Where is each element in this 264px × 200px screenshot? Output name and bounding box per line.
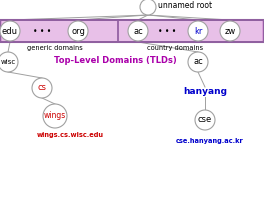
Text: kr: kr xyxy=(194,26,202,36)
Text: • • •: • • • xyxy=(158,26,176,36)
Circle shape xyxy=(220,21,240,41)
Circle shape xyxy=(0,21,20,41)
Text: ac: ac xyxy=(133,26,143,36)
Text: unnamed root: unnamed root xyxy=(158,1,212,10)
Text: cs: cs xyxy=(37,84,46,92)
Text: hanyang: hanyang xyxy=(183,88,227,97)
Circle shape xyxy=(128,21,148,41)
FancyBboxPatch shape xyxy=(0,20,264,42)
FancyBboxPatch shape xyxy=(119,21,262,41)
Text: wings: wings xyxy=(44,112,66,120)
Circle shape xyxy=(0,52,18,72)
Circle shape xyxy=(188,52,208,72)
Text: wisc: wisc xyxy=(0,59,16,65)
FancyBboxPatch shape xyxy=(2,21,117,41)
Text: edu: edu xyxy=(2,26,18,36)
Text: ac: ac xyxy=(193,58,203,66)
Circle shape xyxy=(68,21,88,41)
Text: zw: zw xyxy=(224,26,236,36)
Text: country domains: country domains xyxy=(147,45,203,51)
Text: generic domains: generic domains xyxy=(27,45,83,51)
Circle shape xyxy=(43,104,67,128)
Circle shape xyxy=(140,0,156,15)
Circle shape xyxy=(195,110,215,130)
Text: org: org xyxy=(71,26,85,36)
Circle shape xyxy=(32,78,52,98)
Text: Top-Level Domains (TLDs): Top-Level Domains (TLDs) xyxy=(54,56,176,65)
Text: • • •: • • • xyxy=(33,26,51,36)
Circle shape xyxy=(188,21,208,41)
Text: cse: cse xyxy=(198,116,212,124)
Text: cse.hanyang.ac.kr: cse.hanyang.ac.kr xyxy=(176,138,244,144)
Text: wings.cs.wisc.edu: wings.cs.wisc.edu xyxy=(36,132,103,138)
